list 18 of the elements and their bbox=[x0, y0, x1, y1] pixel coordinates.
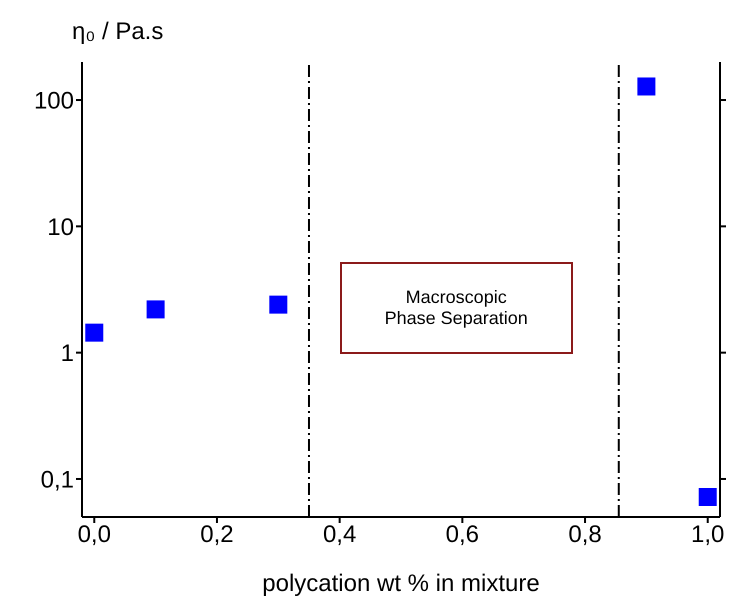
y-axis-title: η₀ / Pa.s bbox=[72, 18, 164, 46]
x-axis-title: polycation wt % in mixture bbox=[262, 570, 540, 597]
x-tick-label: 0,0 bbox=[78, 521, 111, 548]
x-tick-label: 0,2 bbox=[200, 521, 234, 548]
y-tick-label: 0,1 bbox=[40, 466, 74, 494]
x-tick-label: 0,6 bbox=[446, 521, 480, 548]
point bbox=[85, 324, 104, 342]
x-tick-label: 1,0 bbox=[691, 521, 724, 548]
x-tick-label: 0,4 bbox=[322, 521, 356, 548]
point bbox=[698, 488, 717, 506]
note-box: Macroscopic Phase Separation bbox=[340, 262, 573, 354]
y-tick-label: 1 bbox=[60, 340, 74, 368]
y-tick-label: 10 bbox=[47, 214, 74, 241]
point bbox=[637, 77, 656, 96]
point bbox=[269, 296, 288, 314]
x-tick-label: 0,8 bbox=[568, 521, 602, 548]
y-tick-label: 100 bbox=[34, 88, 74, 115]
point bbox=[146, 300, 165, 318]
